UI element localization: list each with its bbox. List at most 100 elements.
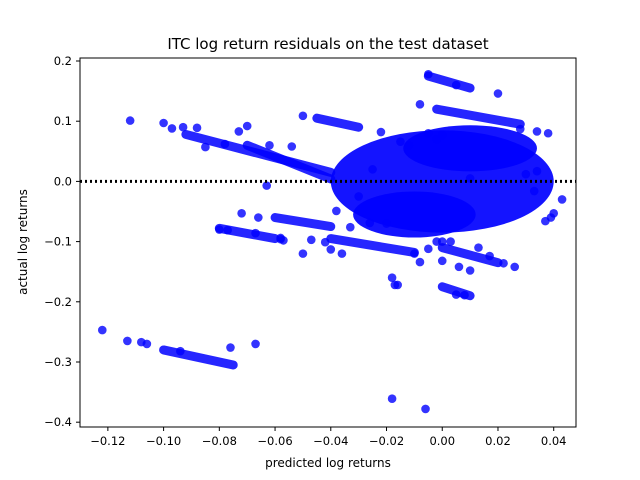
y-tick-label: 0.0	[54, 174, 72, 188]
data-point	[510, 262, 519, 272]
data-point	[332, 206, 341, 216]
y-tick-label: −0.3	[44, 355, 72, 369]
data-point	[424, 244, 433, 254]
data-point	[499, 258, 508, 268]
data-point	[382, 219, 391, 228]
data-point	[242, 121, 252, 131]
point-cluster	[159, 345, 238, 370]
data-point	[142, 339, 152, 349]
x-tick-label: −0.08	[202, 434, 237, 448]
data-point	[223, 225, 232, 235]
data-point	[251, 228, 260, 238]
data-point	[437, 256, 447, 266]
data-point	[237, 209, 246, 218]
x-axis-label: predicted log returns	[265, 456, 391, 470]
data-point	[465, 174, 475, 183]
x-tick-label: −0.06	[257, 434, 292, 448]
data-point	[532, 127, 542, 136]
data-point	[365, 218, 375, 228]
data-point	[437, 237, 447, 246]
data-point	[320, 237, 330, 247]
y-axis-label: actual log returns	[16, 189, 30, 295]
plot-area	[80, 69, 576, 414]
data-point	[226, 343, 235, 352]
y-tick-label: 0.1	[54, 114, 72, 128]
data-point	[176, 346, 185, 356]
data-point	[515, 124, 525, 134]
y-tick-label: −0.4	[44, 415, 72, 429]
data-point	[265, 140, 274, 150]
data-point	[543, 128, 553, 138]
data-point	[254, 213, 263, 222]
y-tick-label: 0.2	[54, 54, 72, 68]
axes-frame	[79, 57, 577, 428]
data-point	[415, 257, 425, 267]
data-point	[396, 137, 405, 146]
x-tick-label: 0.00	[429, 434, 455, 448]
data-layer	[97, 69, 567, 414]
data-point	[125, 116, 135, 125]
data-point	[451, 80, 461, 90]
data-point	[465, 266, 475, 275]
x-tick-label: −0.10	[146, 434, 181, 448]
data-point	[387, 273, 397, 283]
data-point	[424, 69, 433, 79]
data-point	[368, 165, 377, 174]
data-point	[557, 195, 567, 204]
data-point	[521, 169, 531, 179]
x-tick-label: 0.04	[541, 434, 567, 448]
data-point	[298, 249, 308, 258]
x-tick-label: −0.02	[369, 434, 404, 448]
point-cluster	[242, 140, 336, 184]
data-point	[532, 166, 542, 176]
data-point	[493, 89, 503, 98]
point-cluster	[432, 104, 525, 129]
point-cluster	[326, 234, 419, 257]
data-point	[262, 181, 271, 190]
data-point	[159, 118, 168, 128]
data-point	[192, 123, 202, 133]
data-point	[123, 336, 132, 346]
data-point	[454, 262, 464, 272]
data-point	[178, 122, 188, 132]
data-point	[541, 216, 550, 226]
point-cluster	[270, 213, 336, 232]
data-point	[298, 111, 308, 121]
x-tick-label: 0.02	[485, 434, 511, 448]
data-point	[354, 192, 363, 201]
y-tick-label: −0.2	[44, 295, 72, 309]
y-tick-label: −0.1	[44, 235, 72, 249]
data-point	[234, 127, 244, 136]
data-point	[404, 140, 414, 150]
data-point	[410, 249, 419, 258]
data-point	[306, 235, 316, 245]
x-tick-label: −0.12	[90, 434, 125, 448]
data-point	[390, 280, 400, 290]
data-point	[451, 290, 461, 299]
data-point	[485, 251, 494, 261]
data-point	[201, 142, 210, 152]
data-point	[376, 127, 386, 137]
data-point	[437, 130, 447, 140]
data-point	[474, 243, 483, 252]
data-point	[220, 139, 230, 149]
x-tick-label: −0.04	[313, 434, 348, 448]
data-point	[345, 222, 355, 232]
data-point	[251, 339, 260, 349]
dense-core-cluster	[353, 191, 476, 238]
data-point	[460, 290, 469, 300]
data-point	[215, 225, 224, 234]
data-point	[446, 237, 455, 246]
data-point	[337, 249, 347, 258]
data-point	[97, 325, 107, 335]
dense-core-cluster	[403, 125, 537, 172]
data-point	[415, 100, 425, 109]
data-point	[279, 236, 288, 245]
point-cluster	[312, 113, 364, 132]
data-point	[287, 142, 297, 151]
data-point	[326, 245, 336, 254]
axes: −0.12 −0.10 −0.08 −0.06 −0.04 −0.02 0.00 0.02 0.…	[44, 54, 577, 448]
point-cluster	[423, 71, 475, 93]
data-point	[529, 186, 539, 196]
